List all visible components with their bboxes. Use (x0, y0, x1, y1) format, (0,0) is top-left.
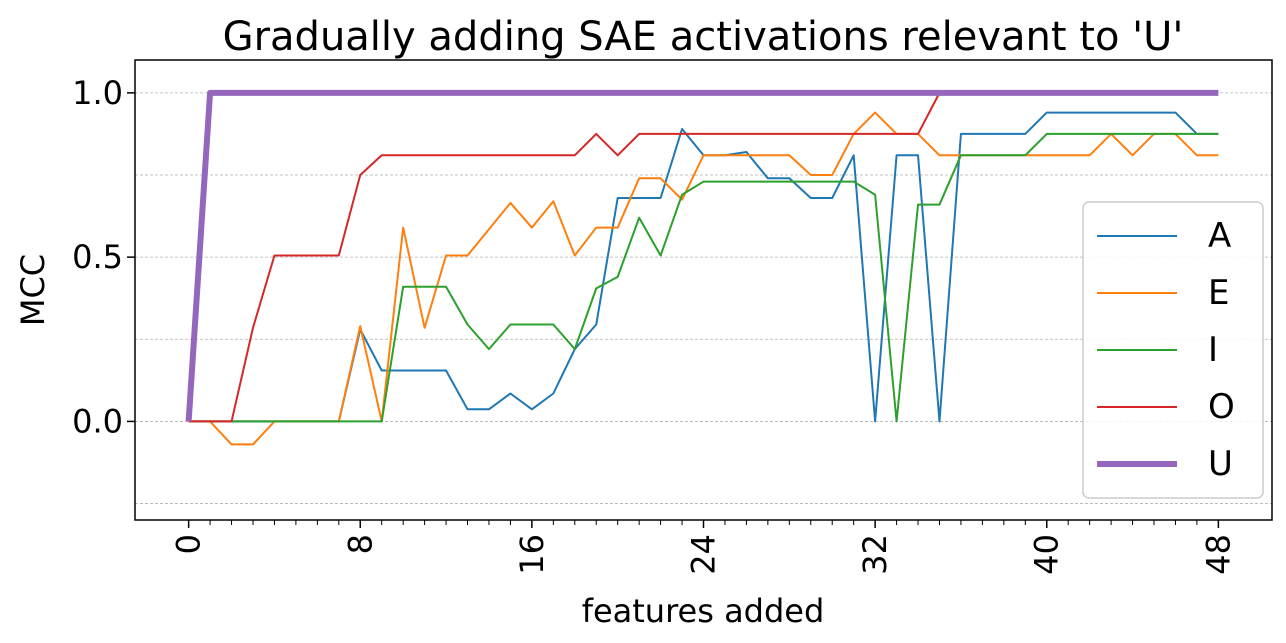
legend-label-O: O (1208, 387, 1235, 427)
y-tick-label-1: 0.5 (72, 238, 123, 276)
series-line-I (188, 132, 1219, 423)
series-line-U (185, 89, 1219, 422)
y-axis-label: MCC (14, 254, 52, 326)
x-tick-label-0: 0 (170, 534, 208, 554)
legend-label-I: I (1208, 330, 1218, 370)
legend-label-U: U (1208, 444, 1233, 484)
legend-label-E: E (1208, 273, 1229, 313)
y-tick-label-2: 1.0 (72, 74, 123, 112)
y-tick-label-0: 0.0 (72, 402, 123, 440)
series-layer (185, 89, 1219, 446)
x-tick-label-24: 24 (685, 534, 723, 575)
x-tick-label-32: 32 (856, 534, 894, 575)
x-axis-label: features added (582, 592, 825, 630)
x-tick-label-16: 16 (513, 534, 551, 575)
series-line-O (188, 91, 1219, 423)
legend-label-A: A (1208, 216, 1231, 256)
x-tick-label-40: 40 (1028, 534, 1066, 575)
series-line-A (188, 111, 1219, 423)
chart-title: Gradually adding SAE activations relevan… (223, 14, 1184, 60)
series-line-E (188, 111, 1219, 446)
tick-layer: 0 8 16 24 32 40 48 0.0 0.5 1.0 (72, 74, 1237, 575)
x-tick-label-8: 8 (341, 534, 379, 554)
x-tick-label-48: 48 (1199, 534, 1237, 575)
